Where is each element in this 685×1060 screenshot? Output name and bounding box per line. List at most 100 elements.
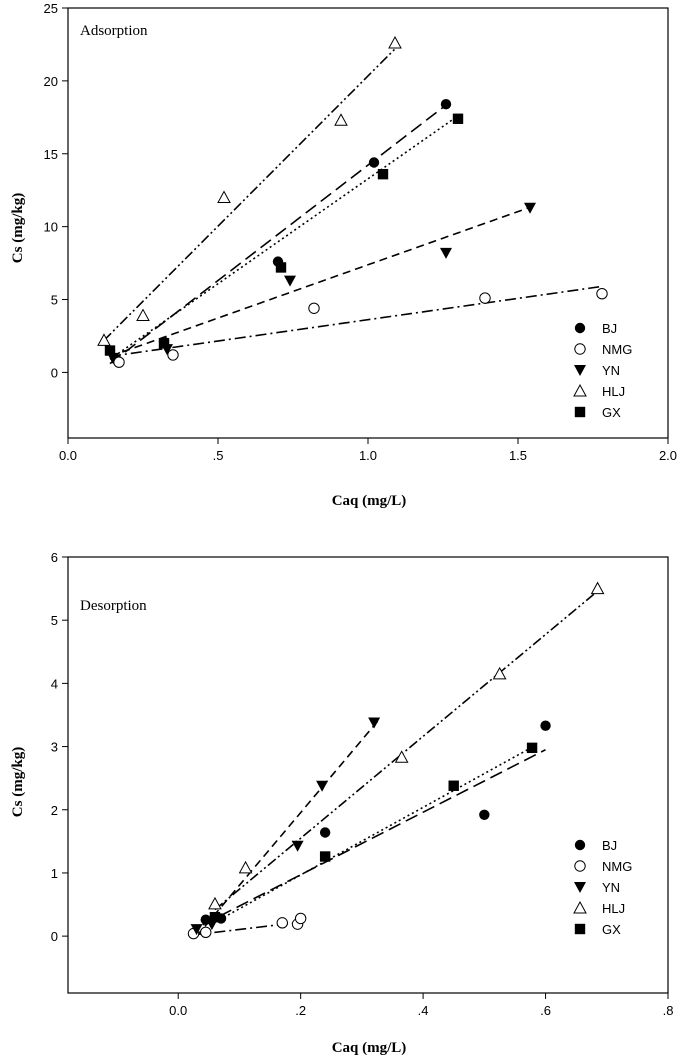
adsorption-x-tick-label: 0.0 xyxy=(59,448,77,463)
adsorption-title: Adsorption xyxy=(80,23,148,39)
desorption-y-tick-label: 6 xyxy=(51,550,58,565)
desorption-plot-frame xyxy=(67,556,669,994)
desorption-x-tick-label: 0.0 xyxy=(169,1003,187,1018)
desorption-point-bj xyxy=(479,809,490,821)
desorption-point-hlj xyxy=(394,750,409,763)
adsorption-y-tick-label: 25 xyxy=(44,1,58,16)
desorption-point-bj xyxy=(319,827,331,838)
desorption-y-tick-label: 2 xyxy=(51,803,58,818)
desorption-legend-label-nmg: NMG xyxy=(602,859,632,874)
adsorption-point-yn xyxy=(524,202,536,214)
desorption-legend-marker-yn xyxy=(574,882,586,893)
desorption-legend-label-yn: YN xyxy=(602,880,620,895)
adsorption-y-tick-label: 5 xyxy=(51,293,58,308)
adsorption-legend-marker-bj xyxy=(574,322,586,334)
adsorption-x-tick-label: 2.0 xyxy=(659,448,677,463)
desorption-point-gx xyxy=(448,780,459,791)
desorption-y-tick-label: 4 xyxy=(51,676,58,691)
desorption-legend-label-gx: GX xyxy=(602,922,621,937)
adsorption-x-tick-label: 1.5 xyxy=(509,448,527,463)
adsorption-fit-line-yn xyxy=(109,205,534,358)
desorption-point-gx xyxy=(319,851,331,862)
desorption-x-tick-label: .2 xyxy=(295,1003,306,1018)
adsorption-point-hlj xyxy=(388,35,402,49)
desorption-point-nmg xyxy=(276,917,288,929)
adsorption-point-yn xyxy=(440,247,452,259)
desorption-point-hlj xyxy=(238,860,253,874)
desorption-legend-marker-bj xyxy=(574,839,586,851)
desorption-legend-label-bj: BJ xyxy=(602,838,617,853)
adsorption-point-nmg xyxy=(308,302,320,314)
adsorption-point-gx xyxy=(377,168,389,180)
adsorption-legend-label-nmg: NMG xyxy=(602,342,632,357)
adsorption-legend-marker-yn xyxy=(574,365,586,376)
desorption-x-axis-title: Caq (mg/L) xyxy=(332,1040,407,1056)
adsorption-fit-line-bj xyxy=(109,102,450,365)
adsorption-point-hlj xyxy=(136,308,150,322)
desorption-fit-line-bj xyxy=(202,749,546,926)
desorption-panel: Desorption Caq (mg/L) Cs (mg/kg) 0.0 .2 .4… xyxy=(10,550,673,1056)
desorption-legend-marker-nmg xyxy=(574,860,586,872)
adsorption-point-nmg xyxy=(167,349,179,361)
adsorption-legend-label-gx: GX xyxy=(602,405,621,420)
desorption-point-yn xyxy=(368,717,381,729)
desorption-title: Desorption xyxy=(80,598,147,614)
adsorption-point-gx xyxy=(452,113,464,124)
adsorption-x-axis-title: Caq (mg/L) xyxy=(332,493,407,509)
desorption-x-tick-label: .8 xyxy=(663,1003,674,1018)
desorption-plot-area: 0.0 .2 .4 .6 .8 0 1 2 3 4 5 6 BJ NMG YN HLJ GX xyxy=(51,550,674,1018)
adsorption-point-bj xyxy=(368,157,380,168)
adsorption-point-bj xyxy=(440,99,452,110)
adsorption-legend-marker-gx xyxy=(574,406,586,418)
adsorption-point-gx xyxy=(158,338,170,349)
adsorption-point-gx xyxy=(275,262,287,273)
adsorption-y-tick-label: 20 xyxy=(44,74,58,89)
adsorption-legend-label-yn: YN xyxy=(602,363,620,378)
adsorption-point-nmg xyxy=(479,292,491,304)
adsorption-plot-frame xyxy=(67,7,669,439)
desorption-legend-label-hlj: HLJ xyxy=(602,901,625,916)
desorption-point-hlj xyxy=(208,896,222,910)
adsorption-fit-line-nmg xyxy=(109,285,603,358)
adsorption-y-axis-title: Cs (mg/kg) xyxy=(10,193,26,263)
adsorption-point-gx xyxy=(104,345,116,356)
adsorption-point-hlj xyxy=(97,333,111,346)
adsorption-y-tick-label: 15 xyxy=(44,147,58,162)
adsorption-fit-line-gx xyxy=(109,115,459,360)
adsorption-legend-marker-hlj xyxy=(573,383,587,397)
adsorption-fit-line-hlj xyxy=(103,45,399,341)
desorption-point-gx xyxy=(526,742,538,754)
desorption-y-tick-label: 5 xyxy=(51,613,58,628)
desorption-point-hlj xyxy=(492,666,507,680)
adsorption-point-yn xyxy=(284,275,296,287)
adsorption-y-tick-label: 0 xyxy=(51,365,58,380)
desorption-y-tick-label: 1 xyxy=(51,866,58,881)
desorption-y-tick-label: 3 xyxy=(51,740,58,755)
desorption-x-tick-label: .4 xyxy=(418,1003,429,1018)
desorption-point-nmg xyxy=(200,926,212,939)
adsorption-legend-label-bj: BJ xyxy=(602,321,617,336)
desorption-point-yn xyxy=(316,780,329,792)
desorption-fit-line-hlj xyxy=(214,587,602,911)
desorption-legend-marker-gx xyxy=(574,923,586,935)
adsorption-point-hlj xyxy=(334,113,348,126)
desorption-legend-marker-hlj xyxy=(573,900,587,914)
desorption-point-yn xyxy=(291,840,304,852)
desorption-fit-line-gx xyxy=(214,745,534,923)
adsorption-legend-marker-nmg xyxy=(574,343,586,355)
adsorption-point-hlj xyxy=(217,190,231,203)
adsorption-x-tick-label: .5 xyxy=(213,448,224,463)
adsorption-y-tick-label: 10 xyxy=(44,220,58,235)
desorption-point-yn xyxy=(190,924,203,936)
adsorption-plot-area: 0.0 .5 1.0 1.5 2.0 0 5 10 15 20 25 BJ NMG YN HLJ GX xyxy=(44,1,678,463)
desorption-fit-line-yn xyxy=(195,717,381,937)
desorption-y-axis-title: Cs (mg/kg) xyxy=(10,747,26,817)
desorption-point-nmg xyxy=(294,912,307,925)
desorption-x-tick-label: .6 xyxy=(540,1003,551,1018)
adsorption-legend-label-hlj: HLJ xyxy=(602,384,625,399)
adsorption-x-tick-label: 1.0 xyxy=(359,448,377,463)
desorption-point-bj xyxy=(540,720,551,731)
desorption-point-gx xyxy=(209,911,221,923)
desorption-y-tick-label: 0 xyxy=(51,929,58,944)
